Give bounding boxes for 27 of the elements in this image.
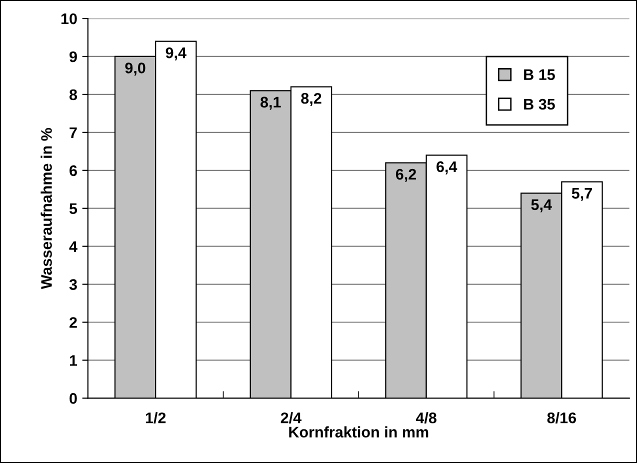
y-tick-label: 6: [70, 165, 77, 176]
y-tick-label: 0: [70, 393, 77, 404]
data-label: 9,0: [125, 62, 146, 76]
y-tick-label: 10: [61, 13, 77, 24]
y-tick-label: 3: [69, 279, 77, 290]
legend-label: B 35: [524, 98, 555, 110]
y-tick-label: 4: [69, 241, 78, 252]
data-label: 6,4: [436, 161, 458, 174]
x-axis-title: Kornfraktion in mm: [289, 426, 428, 438]
y-tick-label: 8: [69, 89, 78, 100]
x-tick-label: 2/4: [280, 412, 302, 424]
x-tick-label: 1/2: [146, 412, 166, 424]
data-label: 6,2: [396, 168, 416, 182]
y-axis-title: Wasseraufnahme in %: [40, 128, 52, 290]
x-tick-label: 8/16: [547, 412, 576, 424]
legend-label: B 15: [524, 69, 555, 80]
data-label: 5,7: [572, 188, 592, 201]
x-tick-label: 4/8: [416, 412, 436, 424]
y-tick-label: 5: [69, 203, 78, 214]
y-tick-label: 9: [70, 51, 77, 62]
data-label: 8,1: [260, 96, 281, 110]
y-tick-label: 1: [70, 355, 78, 366]
data-label: 9,4: [166, 47, 186, 60]
y-tick-label: 7: [70, 127, 77, 138]
data-label: 8,2: [301, 92, 322, 106]
y-tick-label: 2: [70, 317, 77, 328]
data-label: 5,4: [531, 199, 552, 212]
